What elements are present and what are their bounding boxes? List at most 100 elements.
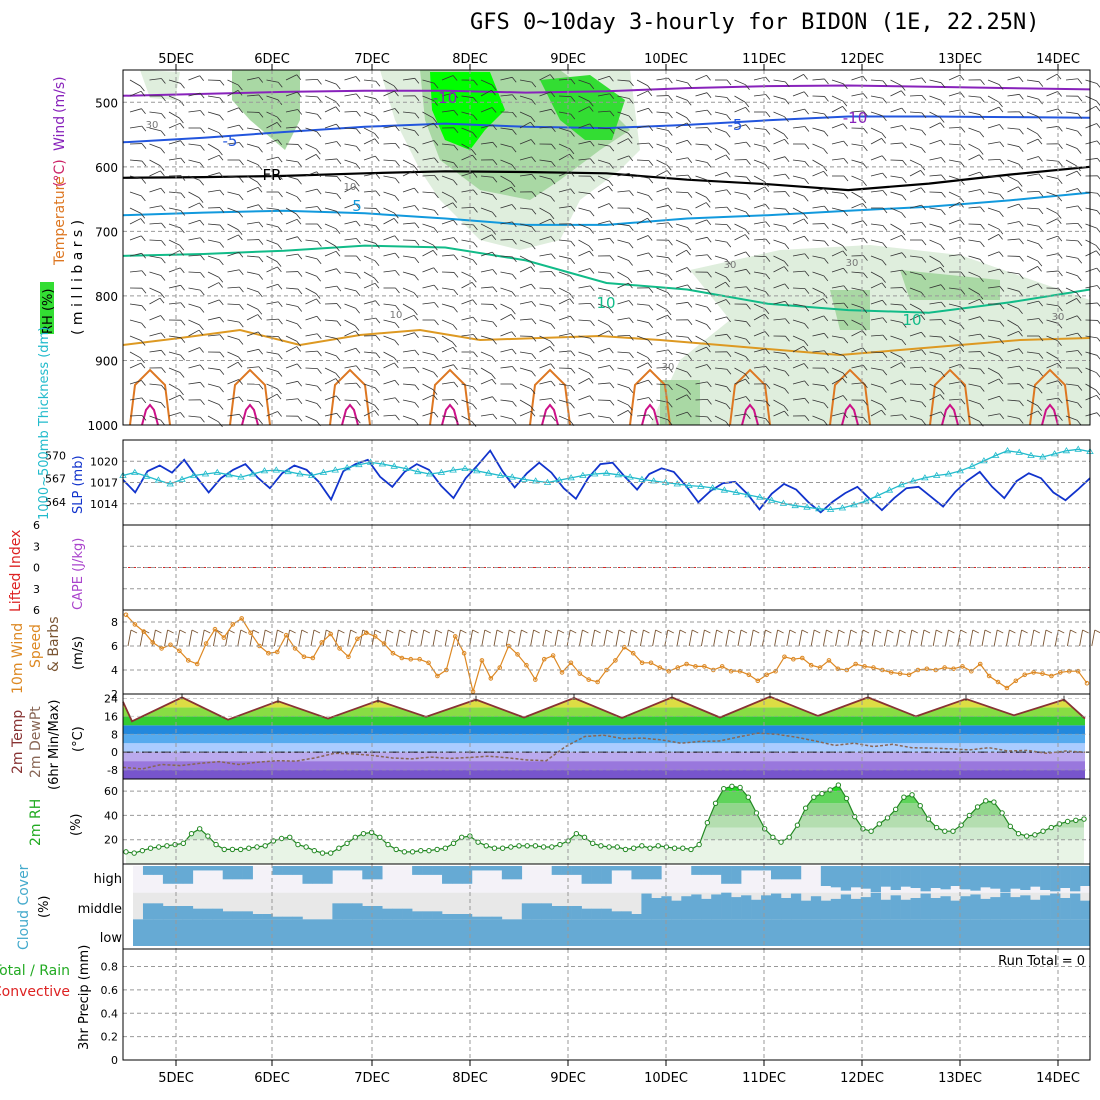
wind-barb bbox=[929, 111, 941, 118]
wind-barb bbox=[168, 95, 181, 102]
wind10-barb-flag bbox=[643, 629, 650, 634]
wind-barb bbox=[402, 187, 415, 193]
wind10-barb-flag bbox=[545, 629, 553, 634]
wind10-marker bbox=[942, 665, 947, 670]
wind-barb-flag bbox=[375, 81, 381, 87]
wind10-barb bbox=[896, 629, 901, 647]
wind10-barb-flag bbox=[862, 629, 870, 634]
thickness-marker bbox=[779, 499, 788, 506]
wind-barb-flag bbox=[238, 379, 243, 385]
wind-barb bbox=[617, 155, 629, 161]
wind-barb bbox=[714, 367, 727, 370]
wind-barb bbox=[422, 411, 435, 417]
wind10-barb bbox=[835, 629, 840, 647]
date-label-bottom: 9DEC bbox=[550, 1071, 586, 1086]
cloud-middle-bar bbox=[990, 897, 1001, 920]
wind10-marker bbox=[639, 660, 645, 666]
wind-barb-flag bbox=[219, 259, 224, 266]
wind-barb-flag bbox=[141, 322, 146, 329]
cloud-middle-bar bbox=[581, 908, 592, 920]
wind-barb-flag bbox=[1096, 227, 1100, 233]
wind-barb bbox=[461, 383, 474, 388]
wind-barb-flag bbox=[863, 237, 868, 244]
wind-barb-flag bbox=[355, 348, 361, 354]
wind-barb-flag bbox=[647, 212, 653, 219]
wind10-marker bbox=[283, 632, 289, 638]
wind-barb-flag bbox=[609, 400, 615, 406]
wind-barb bbox=[363, 255, 376, 262]
wind-barb bbox=[344, 271, 357, 274]
wind-barb bbox=[948, 236, 961, 241]
wind-barb-flag bbox=[1058, 415, 1063, 421]
cloud-high-bar bbox=[152, 866, 164, 875]
rh2m-marker bbox=[917, 803, 923, 809]
wind10-marker bbox=[675, 665, 680, 670]
wind-barb-flag bbox=[550, 109, 556, 115]
wind-barb-flag bbox=[1096, 412, 1100, 418]
rh-area bbox=[140, 70, 180, 100]
wind-barb-flag bbox=[1038, 98, 1043, 105]
wind-barb-flag bbox=[453, 110, 459, 116]
wind-barb bbox=[753, 143, 766, 148]
wind-barb-flag bbox=[354, 186, 360, 192]
wind-barb bbox=[851, 110, 864, 113]
thickness-marker bbox=[673, 480, 682, 487]
wind10-barb-flag bbox=[1057, 629, 1065, 634]
wind-barb-flag bbox=[1018, 221, 1024, 227]
wind-barb-flag bbox=[491, 84, 497, 91]
wind-barb-flag bbox=[920, 164, 926, 171]
rh2m-marker bbox=[262, 843, 268, 849]
wind-barb bbox=[909, 383, 923, 386]
rh2m-marker bbox=[688, 846, 694, 853]
wind-barb-flag bbox=[472, 259, 478, 265]
wind-barb-flag bbox=[198, 197, 204, 203]
wind-barb-flag bbox=[746, 321, 751, 327]
wind-barb-flag bbox=[979, 259, 985, 265]
wind-barb-flag bbox=[980, 351, 985, 357]
wind-barb bbox=[714, 223, 728, 226]
temp-tick-label: 16 bbox=[104, 710, 118, 723]
wind-barb bbox=[870, 190, 883, 193]
wind-barb-flag bbox=[200, 417, 205, 423]
rh2m-marker bbox=[1032, 832, 1038, 838]
wind-barb-flag bbox=[141, 415, 147, 421]
wind10-barbs-label: & Barbs bbox=[46, 617, 62, 673]
wind-barb-flag bbox=[1096, 395, 1100, 401]
thickness-marker bbox=[732, 488, 740, 495]
wind-barb-flag bbox=[881, 138, 886, 144]
rh2m-marker bbox=[377, 834, 383, 840]
cloud-unit-group: (%) bbox=[37, 896, 52, 919]
wind-barb-flag bbox=[161, 78, 166, 84]
cloud-middle-bar bbox=[1060, 898, 1071, 920]
wind-barb-flag bbox=[803, 196, 809, 202]
wind-barb-flag bbox=[803, 363, 809, 369]
wind-barb bbox=[831, 267, 844, 273]
wind-barb bbox=[617, 255, 629, 261]
wind-barb-flag bbox=[686, 122, 692, 129]
wind-barb bbox=[227, 413, 240, 417]
wind-barb bbox=[441, 364, 454, 369]
wind-barb bbox=[695, 159, 708, 163]
wind-barb-flag bbox=[452, 75, 458, 81]
cloud-high-bar bbox=[651, 866, 662, 880]
cloud-middle-bar bbox=[332, 903, 343, 920]
thickness-marker bbox=[944, 470, 953, 477]
wind-barb-flag bbox=[297, 288, 303, 295]
wind-barb-flag bbox=[414, 113, 420, 119]
wind-barb-flag bbox=[492, 286, 498, 293]
wind-barb bbox=[1065, 332, 1078, 337]
wind-barb-flag bbox=[648, 270, 654, 276]
wind-barb-flag bbox=[725, 421, 731, 427]
wind-barb-flag bbox=[1077, 188, 1082, 194]
wind-barb bbox=[636, 397, 649, 401]
rh-legend-swatch bbox=[40, 282, 54, 334]
wind-barb-flag bbox=[939, 261, 945, 268]
wind-barb bbox=[519, 173, 532, 177]
wind10-marker bbox=[853, 661, 858, 667]
wind-barb bbox=[929, 122, 941, 129]
wind-barb-flag bbox=[784, 116, 789, 122]
wind-barb bbox=[890, 379, 902, 385]
rh2m-marker bbox=[196, 826, 203, 832]
wind-barb-flag bbox=[180, 83, 185, 89]
wind-barb bbox=[870, 351, 884, 354]
